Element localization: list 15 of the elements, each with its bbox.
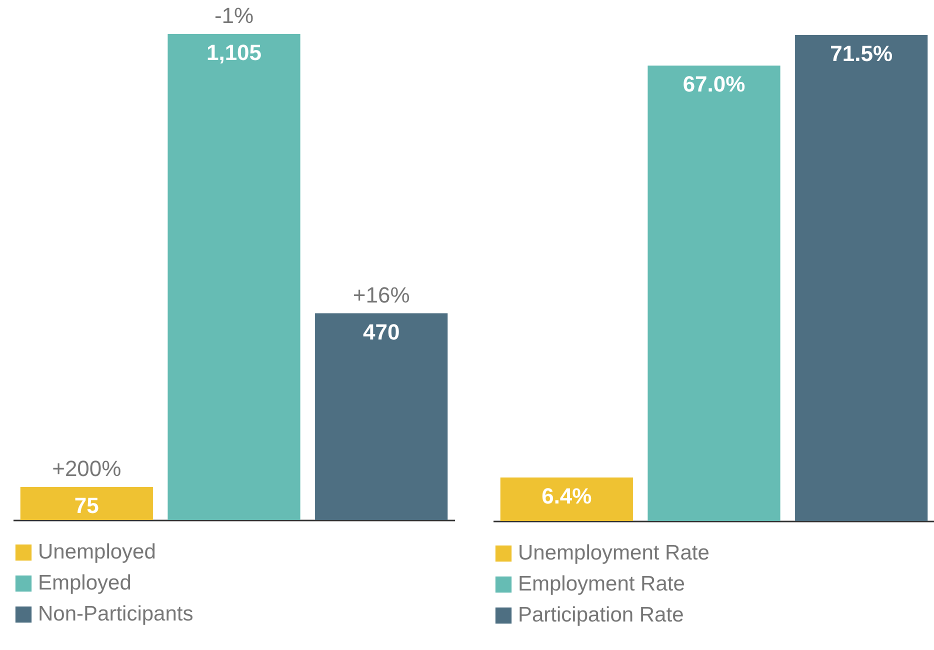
data-label: 67.0% bbox=[682, 72, 746, 97]
legend-label: Unemployed bbox=[38, 540, 156, 564]
annotation: +16% bbox=[352, 282, 410, 308]
text: -1% bbox=[214, 3, 254, 28]
data-label: 75 bbox=[74, 493, 99, 518]
annotation: +200% bbox=[52, 456, 122, 482]
legend-label: Unemployment Rate bbox=[518, 542, 710, 564]
data-label: 1,105 bbox=[206, 40, 262, 65]
data-label: 470 bbox=[362, 319, 400, 344]
legend-label: Employed bbox=[38, 572, 132, 594]
data-label: 71.5% bbox=[830, 41, 893, 66]
legend-label: Participation Rate bbox=[518, 604, 684, 626]
legend-label: Employment Rate bbox=[518, 572, 685, 596]
legend-label: Non-Participants bbox=[38, 602, 194, 626]
data-label: 6.4% bbox=[542, 484, 592, 508]
